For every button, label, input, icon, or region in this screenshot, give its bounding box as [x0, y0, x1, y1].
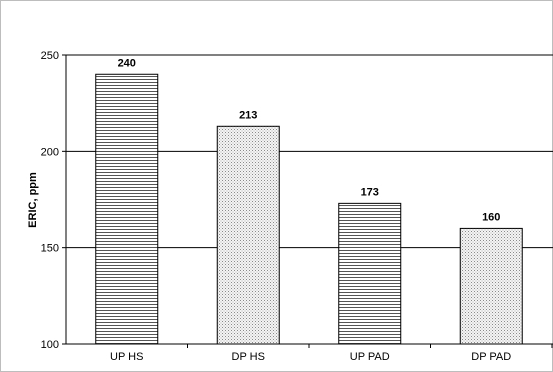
bar-dp-pad	[459, 227, 523, 345]
y-tick-label-200: 200	[41, 146, 59, 158]
data-label-dp-hs: 213	[239, 109, 257, 121]
data-label-up-pad: 173	[361, 186, 379, 198]
x-tick-label-dp-pad: DP PAD	[471, 351, 511, 363]
x-tick-label-dp-hs: DP HS	[232, 351, 265, 363]
y-axis-label: ERIC, ppm	[27, 172, 39, 228]
bar-dp-hs	[216, 125, 280, 345]
y-tick-label-150: 150	[41, 243, 59, 255]
y-tick-label-250: 250	[41, 50, 59, 62]
data-label-dp-pad: 160	[482, 211, 500, 223]
bar-up-hs	[95, 73, 159, 345]
bar-up-pad	[338, 202, 402, 345]
bars	[95, 73, 523, 345]
x-tick-label-up-pad: UP PAD	[350, 351, 390, 363]
data-label-up-hs: 240	[118, 57, 136, 69]
x-tick-label-up-hs: UP HS	[110, 351, 143, 363]
data-labels: 240 213 173 160	[118, 57, 501, 223]
y-tick-label-100: 100	[41, 339, 59, 351]
tick-labels: 100 150 200 250 UP HS DP HS UP PAD DP PAD	[41, 50, 512, 363]
